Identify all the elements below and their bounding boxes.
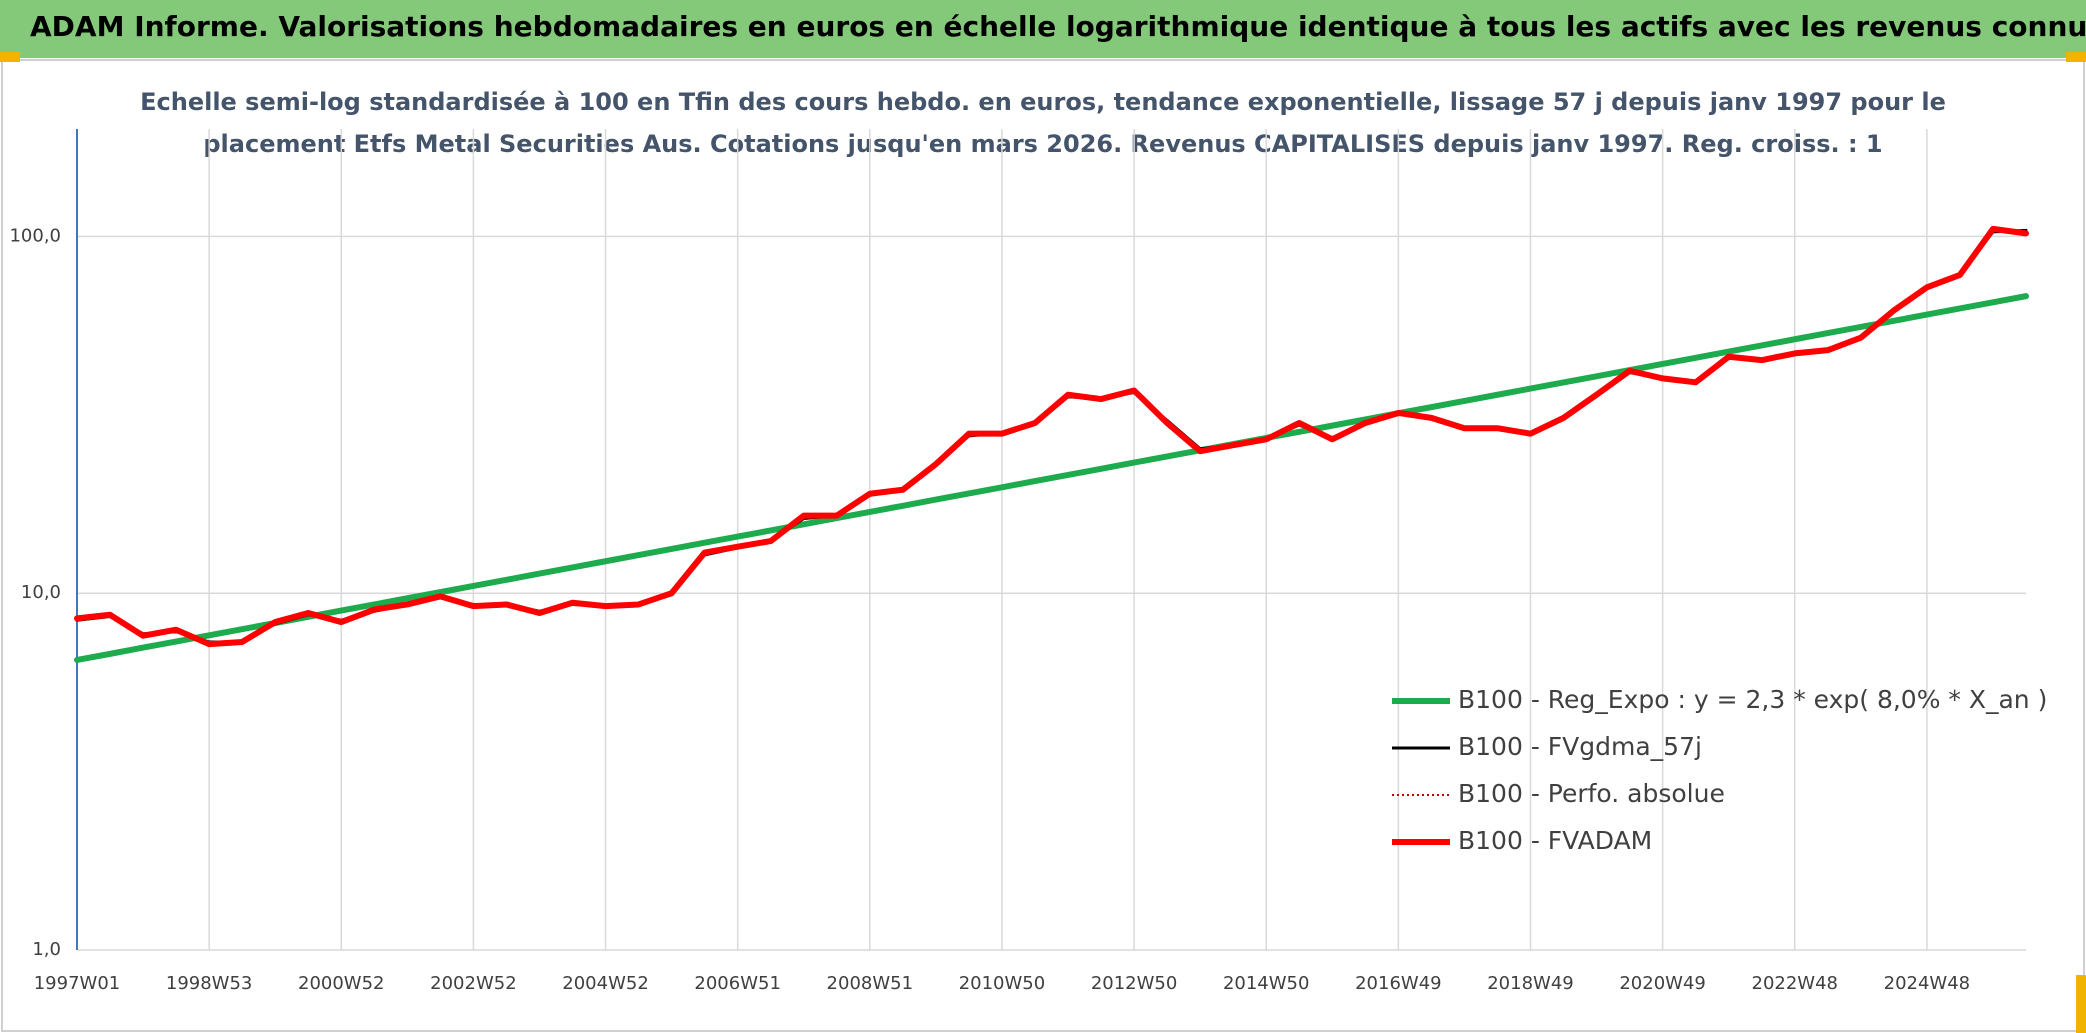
x-tick-label: 2004W52: [562, 973, 649, 994]
corner-mark: [2076, 975, 2086, 1033]
legend-label: B100 - FVADAM: [1458, 826, 1652, 855]
x-tick-label: 2010W50: [959, 973, 1046, 994]
x-tick-label: 2000W52: [298, 973, 385, 994]
legend-label: B100 - Reg_Expo : y = 2,3 * exp( 8,0% * …: [1458, 685, 2047, 714]
legend-label: B100 - Perfo. absolue: [1458, 779, 1725, 808]
x-tick-label: 2006W51: [694, 973, 781, 994]
y-tick-label: 1,0: [32, 939, 61, 960]
x-tick-label: 2016W49: [1355, 973, 1442, 994]
x-tick-label: 2020W49: [1619, 973, 1706, 994]
x-tick-label: 2022W48: [1752, 973, 1839, 994]
legend-label: B100 - FVgdma_57j: [1458, 732, 1702, 761]
corner-mark: [2066, 52, 2086, 62]
x-tick-label: 2002W52: [430, 973, 517, 994]
y-tick-label: 100,0: [9, 225, 61, 246]
x-tick-label: 1997W01: [34, 973, 121, 994]
subtitle-line: placement Etfs Metal Securities Aus. Cot…: [203, 130, 1882, 158]
header-bar: [0, 0, 2086, 58]
subtitle-line: Echelle semi-log standardisée à 100 en T…: [140, 88, 1946, 116]
corner-mark: [0, 52, 20, 62]
y-tick-label: 10,0: [21, 582, 61, 603]
x-tick-label: 2014W50: [1223, 973, 1310, 994]
header-title: ADAM Informe. Valorisations hebdomadaire…: [30, 10, 2086, 43]
series-line: [74, 293, 2029, 663]
x-tick-label: 1998W53: [166, 973, 253, 994]
x-tick-label: 2008W51: [827, 973, 914, 994]
series-line: [74, 225, 2029, 648]
x-tick-label: 2018W49: [1487, 973, 1574, 994]
x-tick-label: 2012W50: [1091, 973, 1178, 994]
x-tick-label: 2024W48: [1884, 973, 1971, 994]
frame: [1, 59, 2085, 1032]
